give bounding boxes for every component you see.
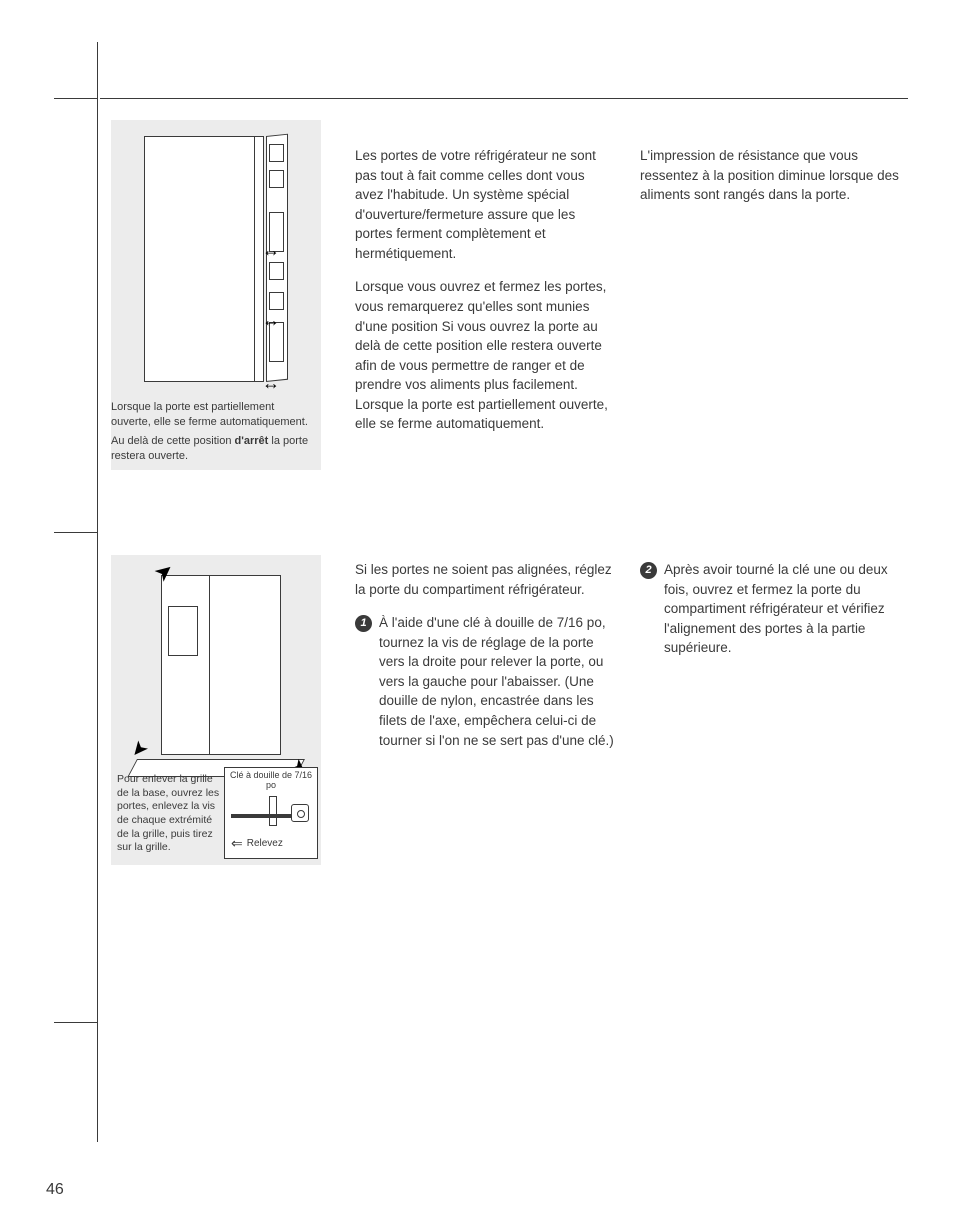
body-text: Si vous ouvrez la porte au delà de cette… <box>355 319 608 432</box>
fridge-body <box>144 136 264 382</box>
step-number-icon: 1 <box>355 615 372 632</box>
stub-line <box>54 98 98 99</box>
left-margin-rule <box>54 42 98 1142</box>
bolt <box>291 804 309 822</box>
caption-bold: d'arrêt <box>235 435 269 447</box>
bar <box>231 814 291 818</box>
wrench <box>269 796 277 826</box>
step-text: Après avoir tourné la clé une ou deux fo… <box>664 560 906 658</box>
figure-caption: Au delà de cette position d'arrêt la por… <box>111 434 311 464</box>
step-2: 2 Après avoir tourné la clé une ou deux … <box>640 560 906 658</box>
page: ↔ ↔ ↔ Lorsque la porte est partiellement… <box>0 0 954 1227</box>
body-paragraph: Si les portes ne soient pas alignées, ré… <box>355 560 615 599</box>
arrow-icon: ↔ <box>262 240 280 261</box>
inset-label: Relevez <box>247 838 283 849</box>
inset-label: Clé à douille de 7/16 po <box>227 770 315 790</box>
body-paragraph: L'impression de résistance que vous ress… <box>640 146 900 205</box>
shelf <box>269 292 284 310</box>
step-number-icon: 2 <box>640 562 657 579</box>
body-paragraph: Les portes de votre réfrigérateur ne son… <box>355 146 615 263</box>
arrow-icon: ↔ <box>262 373 280 394</box>
step-text: À l'aide d'une clé à douille de 7/16 po,… <box>379 613 615 750</box>
arrow-icon: ↔ <box>262 310 280 331</box>
inset-detail: Clé à douille de 7/16 po ⇐ Relevez <box>224 767 318 859</box>
body-paragraph: Lorsque vous ouvrez et fermez les portes… <box>355 277 615 434</box>
page-number: 46 <box>46 1181 64 1199</box>
left-door <box>162 576 210 754</box>
figure-doors: ↔ ↔ ↔ Lorsque la porte est partiellement… <box>111 120 321 470</box>
stub-line <box>54 1022 98 1023</box>
section2-column1: Si les portes ne soient pas alignées, ré… <box>355 560 615 764</box>
dispenser <box>168 606 198 656</box>
arrow-icon: ⇐ <box>231 835 243 852</box>
shelf <box>269 170 284 188</box>
fridge-alignment-diagram: ➤ ➤ ➤ <box>131 565 311 785</box>
section2-column2: 2 Après avoir tourné la clé une ou deux … <box>640 560 906 672</box>
cabinet <box>161 575 281 755</box>
figure-alignment: ➤ ➤ ➤ Pour enlever la grille de la base,… <box>111 555 321 865</box>
figure-caption: Pour enlever la grille de la base, ouvre… <box>117 773 221 855</box>
top-horizontal-rule <box>100 98 908 99</box>
section1-column1: Les portes de votre réfrigérateur ne son… <box>355 146 615 448</box>
figure-caption: Lorsque la porte est partiellement ouver… <box>111 400 311 430</box>
caption-text: Au delà de cette position <box>111 435 235 447</box>
step-1: 1 À l'aide d'une clé à douille de 7/16 p… <box>355 613 615 750</box>
shelf <box>269 262 284 280</box>
stub-line <box>54 532 98 533</box>
wrench-mechanism <box>231 796 313 826</box>
fridge-door-diagram: ↔ ↔ ↔ <box>144 130 294 390</box>
shelf <box>269 144 284 162</box>
inset-bottom-row: ⇐ Relevez <box>231 835 313 852</box>
section1-column2: L'impression de résistance que vous ress… <box>640 146 900 219</box>
vertical-line <box>97 42 98 1142</box>
